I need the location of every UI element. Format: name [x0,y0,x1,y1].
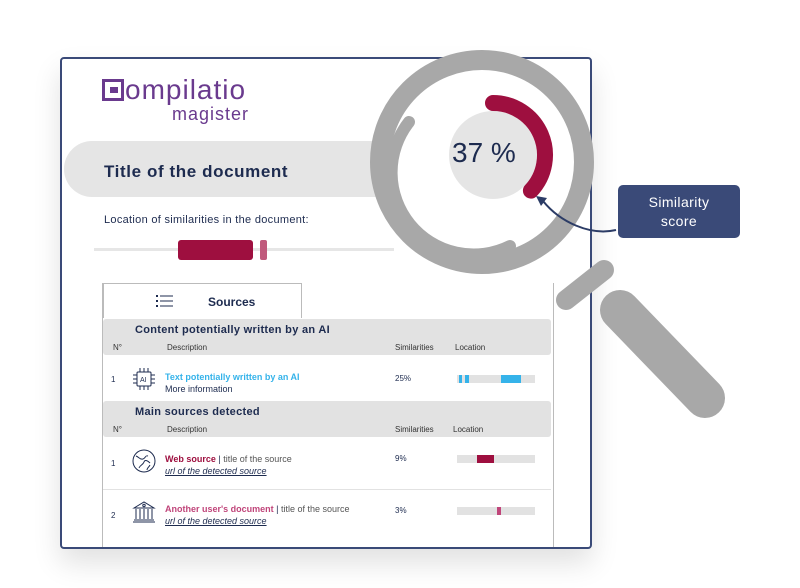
title-band [64,141,394,197]
tab-sources[interactable]: Sources [103,283,302,318]
location-bar[interactable] [457,375,535,383]
col-location: Location [453,425,484,434]
row-number: 2 [111,511,116,520]
col-similarities: Similarities [395,425,434,434]
main-sources-header: Main sources detected N° Description Sim… [103,401,551,437]
source-title: title of the source [223,454,292,464]
table-row[interactable]: 2 Another user's document | title of the… [103,493,551,537]
col-description: Description [167,343,208,352]
location-bar[interactable] [457,455,535,463]
svg-text:AI: AI [140,377,147,384]
row-description: Text potentially written by an AI More i… [165,371,300,395]
location-segment-1[interactable] [178,240,253,260]
main-sources-title: Main sources detected [135,406,260,418]
ai-text-link[interactable]: Text potentially written by an AI [165,372,300,382]
tab-sources-label: Sources [208,295,256,309]
location-bar[interactable] [457,507,535,515]
compilatio-logo: ompilatio magister [102,75,249,123]
col-similarities: Similarities [395,343,434,352]
col-num: N° [113,425,122,434]
globe-icon [131,448,157,474]
row-description: Web source | title of the source url of … [165,453,292,477]
sources-panel: Sources Content potentially written by a… [102,283,554,547]
location-label: Location of similarities in the document… [104,214,309,226]
row-divider [103,489,551,490]
callout-line-1: Similarity [648,194,710,210]
table-row[interactable]: 1 AI Text potentially written by an AI M… [103,359,551,403]
web-source-link[interactable]: Web source [165,454,216,464]
ai-chip-icon: AI [131,366,157,392]
report-card: ompilatio magister Title of the document… [60,57,592,549]
logo-main-text: ompilatio [125,74,247,105]
logo-c-icon [102,79,124,101]
logo-sub-text: magister [172,104,250,124]
row-number: 1 [111,375,116,384]
callout-line-2: score [660,213,698,229]
similarity-value: 3% [395,506,407,515]
row-description: Another user's document | title of the s… [165,503,350,527]
institution-icon [131,499,157,525]
ai-section-header: Content potentially written by an AI N° … [103,319,551,355]
document-title: Title of the document [104,162,289,181]
source-title: title of the source [281,504,350,514]
ai-section-title: Content potentially written by an AI [135,324,330,336]
location-segment-2[interactable] [260,240,267,260]
similarity-score: 37 % [452,137,516,168]
similarity-value: 25% [395,374,412,383]
row-number: 1 [111,459,116,468]
source-url-link[interactable]: url of the detected source [165,466,267,476]
list-icon [156,294,174,308]
separator: | [215,454,224,464]
table-row[interactable]: 1 Web source | title of the source url o… [103,441,551,485]
magnifier-handle [600,290,725,418]
source-url-link[interactable]: url of the detected source [165,516,267,526]
user-document-link[interactable]: Another user's document [165,504,274,514]
similarity-value: 9% [395,454,407,463]
similarity-score-callout: Similarity score [618,185,740,238]
col-description: Description [167,425,208,434]
separator: | [273,504,281,514]
more-information-link[interactable]: More information [165,384,233,394]
col-location: Location [455,343,486,352]
col-num: N° [113,343,122,352]
